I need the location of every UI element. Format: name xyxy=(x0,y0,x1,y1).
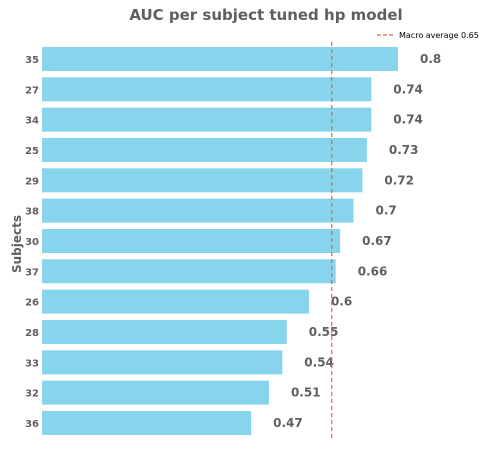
value-labels: 0.8 0.74 0.74 0.73 0.72 0.7 0.67 0.66 0.6 0.55 0.5… xyxy=(273,52,441,430)
y-tick-label: 27 xyxy=(25,85,39,96)
value-label: 0.6 xyxy=(331,295,352,309)
value-label: 0.7 xyxy=(376,204,397,218)
y-tick-label: 38 xyxy=(25,207,39,218)
bar-subject-26 xyxy=(42,289,309,314)
y-tick-label: 25 xyxy=(25,146,39,157)
value-label: 0.74 xyxy=(393,113,423,127)
y-tick-label: 30 xyxy=(25,237,39,248)
bar-subject-25 xyxy=(42,137,367,162)
bars-group xyxy=(42,47,398,435)
bar-subject-34 xyxy=(42,107,372,132)
bar-subject-29 xyxy=(42,168,363,193)
bar-subject-38 xyxy=(42,198,354,223)
bar-subject-32 xyxy=(42,380,269,405)
bar-subject-30 xyxy=(42,228,341,253)
y-tick-label: 28 xyxy=(25,328,39,339)
value-label: 0.51 xyxy=(291,386,321,400)
legend-label: Macro average 0.65 xyxy=(399,31,479,40)
value-label: 0.74 xyxy=(393,82,423,96)
y-axis-label: Subjects xyxy=(10,215,24,273)
y-tick-label: 32 xyxy=(25,389,39,400)
y-tick-label: 34 xyxy=(25,116,39,127)
bar-subject-28 xyxy=(42,319,287,344)
value-label: 0.72 xyxy=(384,173,414,187)
y-tick-labels: 35 27 34 25 29 38 30 37 26 28 33 32 36 xyxy=(25,55,39,430)
value-label: 0.73 xyxy=(389,143,419,157)
value-label: 0.67 xyxy=(362,234,392,248)
legend: Macro average 0.65 xyxy=(377,31,479,40)
bar-subject-33 xyxy=(42,350,283,375)
value-label: 0.55 xyxy=(309,325,339,339)
bar-subject-27 xyxy=(42,77,372,102)
y-tick-label: 36 xyxy=(25,419,39,430)
y-tick-label: 35 xyxy=(25,55,39,66)
y-tick-label: 37 xyxy=(25,267,39,278)
bar-subject-37 xyxy=(42,259,336,284)
y-tick-label: 26 xyxy=(25,298,39,309)
bar-subject-36 xyxy=(42,410,252,435)
chart-title: AUC per subject tuned hp model xyxy=(129,6,402,24)
y-tick-label: 33 xyxy=(25,358,39,369)
bar-subject-35 xyxy=(42,47,398,71)
value-label: 0.8 xyxy=(420,52,441,66)
value-label: 0.66 xyxy=(358,264,388,278)
y-tick-label: 29 xyxy=(25,176,39,187)
value-label: 0.54 xyxy=(304,355,334,369)
value-label: 0.47 xyxy=(273,416,303,430)
